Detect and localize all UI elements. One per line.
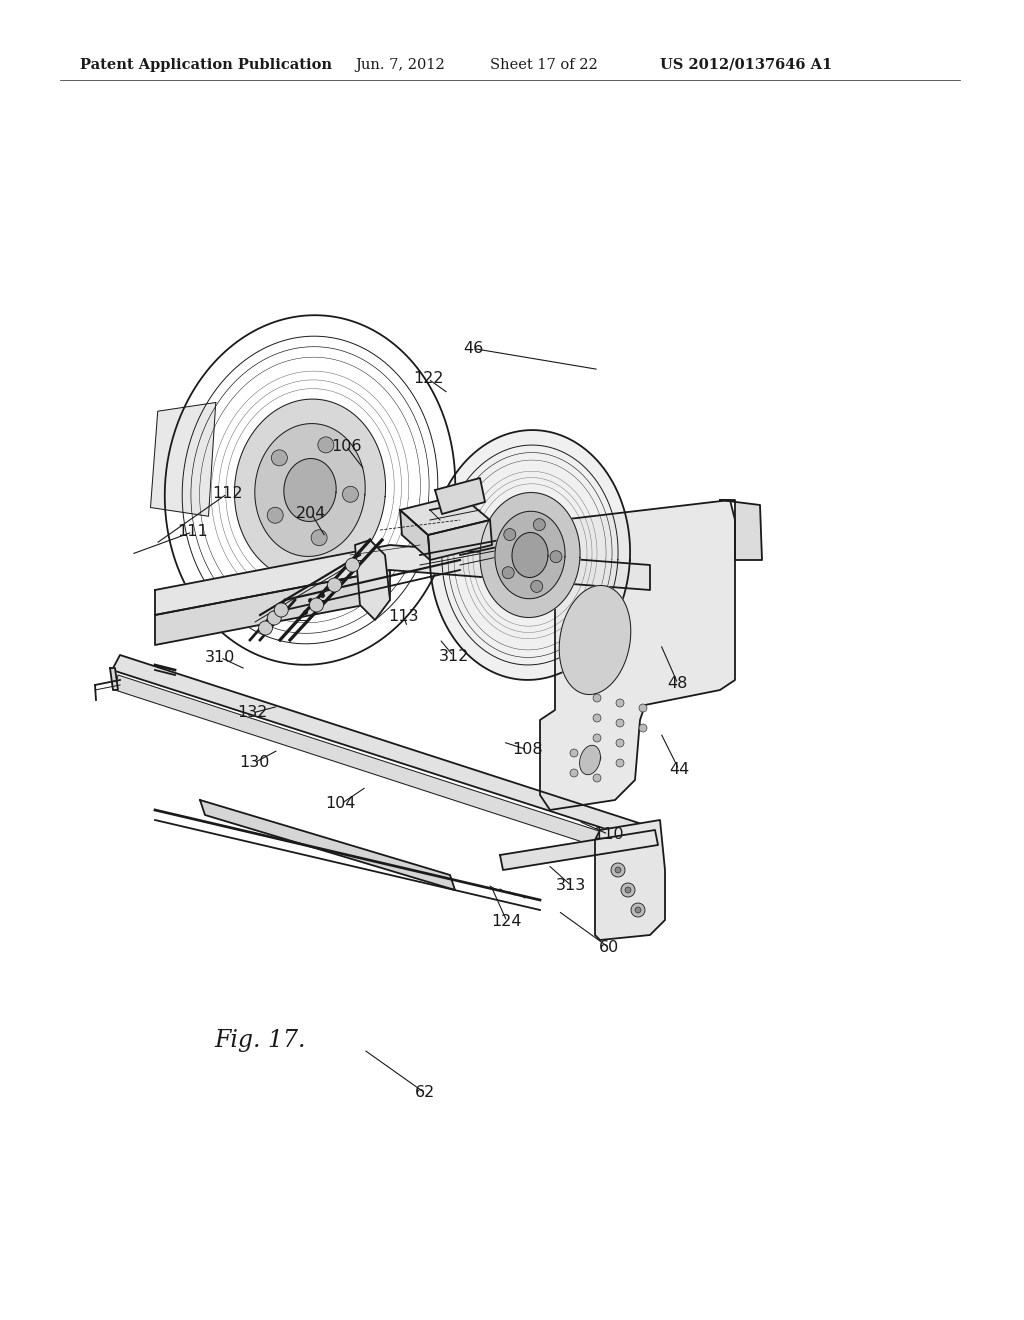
- Text: 111: 111: [177, 524, 208, 540]
- Text: 108: 108: [512, 742, 543, 758]
- Polygon shape: [255, 424, 366, 557]
- Circle shape: [271, 450, 288, 466]
- Circle shape: [570, 748, 578, 756]
- Circle shape: [593, 754, 601, 762]
- Circle shape: [267, 611, 282, 624]
- Polygon shape: [430, 430, 630, 680]
- Circle shape: [593, 734, 601, 742]
- Circle shape: [345, 558, 359, 572]
- Polygon shape: [540, 500, 735, 810]
- Circle shape: [504, 528, 516, 541]
- Text: 48: 48: [668, 676, 688, 692]
- Circle shape: [621, 883, 635, 898]
- Text: 62: 62: [415, 1085, 435, 1101]
- Circle shape: [267, 507, 284, 523]
- Text: 112: 112: [212, 486, 243, 502]
- Ellipse shape: [580, 746, 600, 775]
- Polygon shape: [155, 570, 390, 645]
- Text: 310: 310: [205, 649, 236, 665]
- Circle shape: [616, 719, 624, 727]
- Circle shape: [639, 704, 647, 711]
- Polygon shape: [512, 532, 548, 577]
- Polygon shape: [480, 492, 580, 618]
- Circle shape: [593, 774, 601, 781]
- Circle shape: [616, 700, 624, 708]
- Text: 60: 60: [599, 940, 620, 956]
- Text: 44: 44: [669, 762, 689, 777]
- Circle shape: [593, 694, 601, 702]
- Polygon shape: [155, 545, 650, 615]
- Polygon shape: [428, 520, 492, 560]
- Polygon shape: [115, 675, 642, 861]
- Text: 130: 130: [239, 755, 269, 771]
- Polygon shape: [110, 668, 118, 690]
- Text: 312: 312: [438, 648, 469, 664]
- Text: 104: 104: [326, 796, 356, 812]
- Circle shape: [311, 529, 327, 545]
- Text: 124: 124: [492, 913, 522, 929]
- Polygon shape: [284, 458, 336, 521]
- Text: 106: 106: [331, 438, 361, 454]
- Circle shape: [309, 598, 324, 612]
- Circle shape: [570, 770, 578, 777]
- Text: 46: 46: [463, 341, 483, 356]
- Polygon shape: [151, 403, 216, 516]
- Polygon shape: [400, 495, 490, 535]
- Circle shape: [616, 759, 624, 767]
- Circle shape: [317, 437, 334, 453]
- Polygon shape: [112, 655, 645, 840]
- Polygon shape: [595, 820, 665, 940]
- Circle shape: [625, 887, 631, 894]
- Text: Jun. 7, 2012: Jun. 7, 2012: [355, 58, 444, 73]
- Text: 113: 113: [388, 609, 419, 624]
- Text: 313: 313: [556, 878, 587, 894]
- Circle shape: [530, 581, 543, 593]
- Polygon shape: [234, 399, 385, 581]
- Circle shape: [615, 867, 621, 873]
- Circle shape: [274, 603, 288, 616]
- Circle shape: [550, 550, 562, 562]
- Polygon shape: [400, 510, 430, 560]
- Text: US 2012/0137646 A1: US 2012/0137646 A1: [660, 58, 833, 73]
- Polygon shape: [559, 586, 631, 694]
- Circle shape: [616, 739, 624, 747]
- Text: 132: 132: [238, 705, 268, 721]
- Circle shape: [502, 566, 514, 578]
- Circle shape: [328, 578, 341, 591]
- Polygon shape: [435, 478, 485, 513]
- Polygon shape: [355, 540, 390, 620]
- Circle shape: [593, 714, 601, 722]
- Circle shape: [342, 486, 358, 503]
- Circle shape: [635, 907, 641, 913]
- Polygon shape: [720, 500, 762, 560]
- Polygon shape: [500, 830, 658, 870]
- Circle shape: [611, 863, 625, 876]
- Text: Sheet 17 of 22: Sheet 17 of 22: [490, 58, 598, 73]
- Text: 204: 204: [296, 506, 327, 521]
- Circle shape: [639, 723, 647, 733]
- Circle shape: [631, 903, 645, 917]
- Text: 122: 122: [413, 371, 443, 387]
- Polygon shape: [200, 800, 455, 890]
- Circle shape: [534, 519, 546, 531]
- Polygon shape: [495, 511, 565, 599]
- Text: Patent Application Publication: Patent Application Publication: [80, 58, 332, 73]
- Text: 110: 110: [593, 826, 624, 842]
- Text: Fig. 17.: Fig. 17.: [214, 1028, 306, 1052]
- Circle shape: [258, 620, 272, 635]
